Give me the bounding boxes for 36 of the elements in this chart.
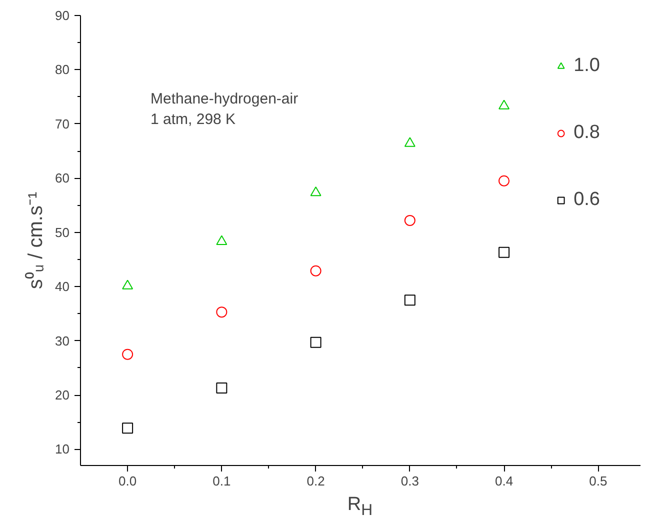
y-tick-label: 20 <box>55 388 70 403</box>
y-axis-title: s⁰ᵤ / cm.s⁻¹ <box>24 192 48 290</box>
x-tick-label: 0.4 <box>494 474 514 488</box>
y-tick-label: 10 <box>55 442 70 457</box>
point <box>498 100 510 110</box>
point <box>310 186 322 196</box>
y-tick-label: 50 <box>55 224 70 240</box>
x-tick-label: 0.5 <box>589 474 608 488</box>
x-tick-label: 0.2 <box>306 474 325 488</box>
point <box>498 175 510 186</box>
point <box>310 265 322 276</box>
x-tick-label: 0.0 <box>118 474 137 488</box>
y-tick-label: 30 <box>55 333 70 348</box>
y-tick-label: 60 <box>55 170 70 186</box>
x-tick-label: 0.1 <box>212 474 231 488</box>
y-tick-label: 90 <box>55 8 70 23</box>
point <box>216 382 228 394</box>
legend-label: 1.0 <box>574 55 600 77</box>
x-tick-label: 0.3 <box>400 474 419 488</box>
point <box>498 246 510 258</box>
x-axis-title: R$_{H}$ <box>347 493 373 521</box>
y-tick-label: 80 <box>55 62 70 78</box>
point <box>404 214 416 226</box>
y-tick-label: 40 <box>55 279 70 294</box>
point <box>122 348 134 360</box>
legend-label: 0.6 <box>574 189 600 211</box>
point <box>216 235 228 245</box>
legend-label: 0.8 <box>574 122 600 144</box>
point <box>122 422 134 434</box>
point <box>404 294 416 306</box>
annotation: Methane-hydrogen-air 1 atm, 298 K <box>150 90 298 128</box>
point <box>216 306 228 318</box>
point <box>310 336 322 348</box>
y-tick-label: 70 <box>55 116 70 132</box>
point <box>122 280 134 290</box>
point <box>404 137 416 147</box>
